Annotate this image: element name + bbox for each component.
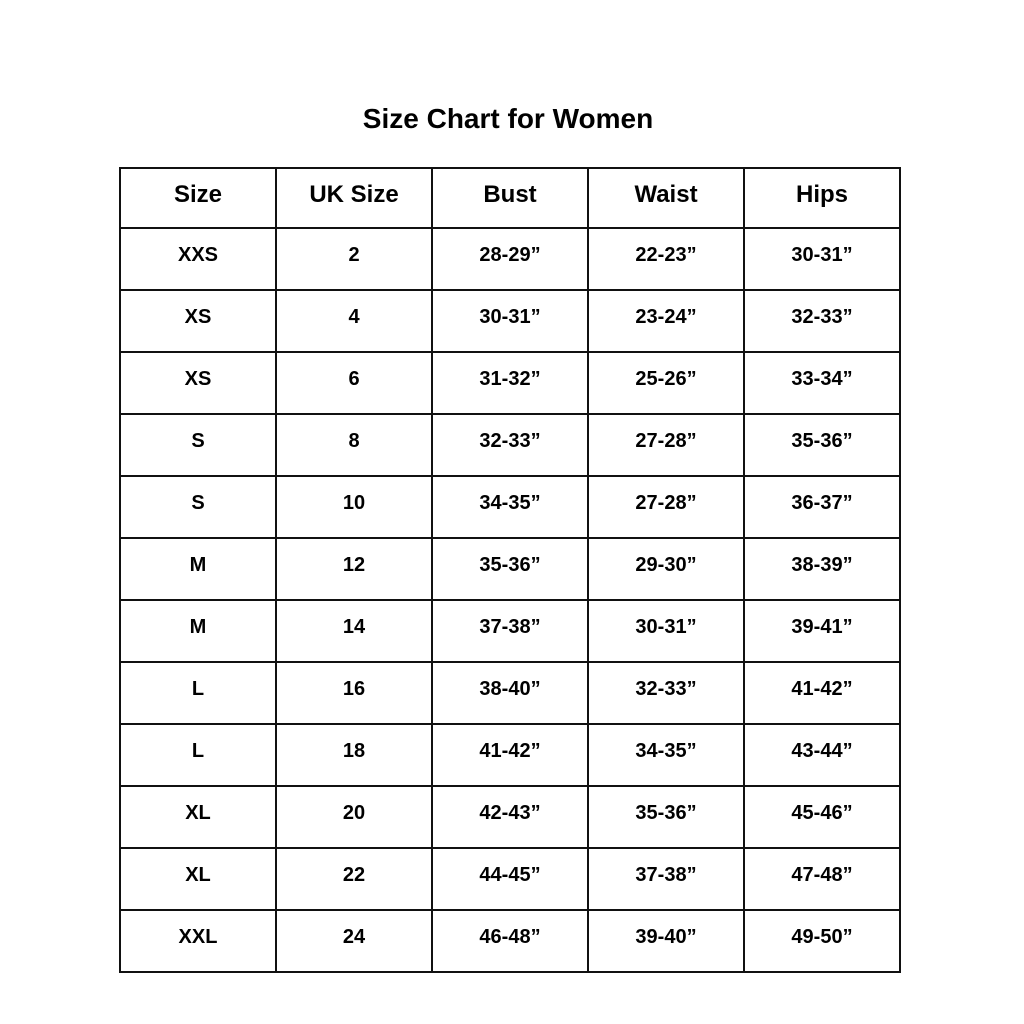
header-row: Size UK Size Bust Waist Hips (119, 167, 901, 229)
cell-bust: 44-45” (431, 847, 589, 911)
cell-size: S (119, 475, 277, 539)
cell-waist: 37-38” (587, 847, 745, 911)
cell-bust: 31-32” (431, 351, 589, 415)
cell-uk-size: 24 (275, 909, 433, 973)
column-header-uk-size: UK Size (275, 167, 433, 229)
column-header-hips: Hips (743, 167, 901, 229)
size-chart-table: Size UK Size Bust Waist Hips XXS 2 28-29” 22-23… (119, 167, 901, 973)
column-header-bust: Bust (431, 167, 589, 229)
cell-bust: 42-43” (431, 785, 589, 849)
cell-bust: 32-33” (431, 413, 589, 477)
cell-bust: 38-40” (431, 661, 589, 725)
cell-uk-size: 10 (275, 475, 433, 539)
cell-waist: 27-28” (587, 413, 745, 477)
cell-size: XS (119, 351, 277, 415)
column-header-waist: Waist (587, 167, 745, 229)
table-row: XL 20 42-43” 35-36” 45-46” (119, 785, 901, 849)
cell-hips: 33-34” (743, 351, 901, 415)
cell-bust: 28-29” (431, 227, 589, 291)
cell-size: M (119, 537, 277, 601)
table-row: XL 22 44-45” 37-38” 47-48” (119, 847, 901, 911)
cell-size: L (119, 661, 277, 725)
cell-bust: 46-48” (431, 909, 589, 973)
table-row: M 12 35-36” 29-30” 38-39” (119, 537, 901, 601)
cell-waist: 23-24” (587, 289, 745, 353)
table-row: XXL 24 46-48” 39-40” 49-50” (119, 909, 901, 973)
cell-hips: 30-31” (743, 227, 901, 291)
cell-size: L (119, 723, 277, 787)
table-row: S 10 34-35” 27-28” 36-37” (119, 475, 901, 539)
cell-waist: 22-23” (587, 227, 745, 291)
table-row: M 14 37-38” 30-31” 39-41” (119, 599, 901, 663)
cell-bust: 34-35” (431, 475, 589, 539)
cell-uk-size: 20 (275, 785, 433, 849)
cell-uk-size: 14 (275, 599, 433, 663)
table-row: XS 4 30-31” 23-24” 32-33” (119, 289, 901, 353)
cell-waist: 35-36” (587, 785, 745, 849)
cell-size: XXL (119, 909, 277, 973)
table-row: L 18 41-42” 34-35” 43-44” (119, 723, 901, 787)
cell-size: S (119, 413, 277, 477)
cell-waist: 39-40” (587, 909, 745, 973)
column-header-size: Size (119, 167, 277, 229)
cell-uk-size: 6 (275, 351, 433, 415)
cell-uk-size: 2 (275, 227, 433, 291)
cell-hips: 47-48” (743, 847, 901, 911)
cell-hips: 35-36” (743, 413, 901, 477)
cell-hips: 45-46” (743, 785, 901, 849)
table-body: XXS 2 28-29” 22-23” 30-31” XS 4 30-31” 23-24” 32-… (119, 227, 901, 973)
table-row: L 16 38-40” 32-33” 41-42” (119, 661, 901, 725)
table-row: S 8 32-33” 27-28” 35-36” (119, 413, 901, 477)
page-title: Size Chart for Women (362, 103, 654, 134)
table-row: XS 6 31-32” 25-26” 33-34” (119, 351, 901, 415)
table-row: XXS 2 28-29” 22-23” 30-31” (119, 227, 901, 291)
cell-hips: 43-44” (743, 723, 901, 787)
cell-uk-size: 22 (275, 847, 433, 911)
cell-hips: 32-33” (743, 289, 901, 353)
cell-waist: 30-31” (587, 599, 745, 663)
cell-uk-size: 4 (275, 289, 433, 353)
cell-uk-size: 8 (275, 413, 433, 477)
cell-hips: 41-42” (743, 661, 901, 725)
cell-uk-size: 12 (275, 537, 433, 601)
cell-waist: 27-28” (587, 475, 745, 539)
cell-hips: 38-39” (743, 537, 901, 601)
cell-size: XS (119, 289, 277, 353)
cell-size: XXS (119, 227, 277, 291)
cell-bust: 35-36” (431, 537, 589, 601)
cell-waist: 25-26” (587, 351, 745, 415)
cell-size: XL (119, 785, 277, 849)
cell-waist: 29-30” (587, 537, 745, 601)
cell-bust: 37-38” (431, 599, 589, 663)
cell-hips: 49-50” (743, 909, 901, 973)
cell-waist: 34-35” (587, 723, 745, 787)
cell-uk-size: 18 (275, 723, 433, 787)
cell-uk-size: 16 (275, 661, 433, 725)
cell-waist: 32-33” (587, 661, 745, 725)
cell-size: M (119, 599, 277, 663)
cell-bust: 30-31” (431, 289, 589, 353)
cell-hips: 36-37” (743, 475, 901, 539)
cell-size: XL (119, 847, 277, 911)
cell-bust: 41-42” (431, 723, 589, 787)
cell-hips: 39-41” (743, 599, 901, 663)
